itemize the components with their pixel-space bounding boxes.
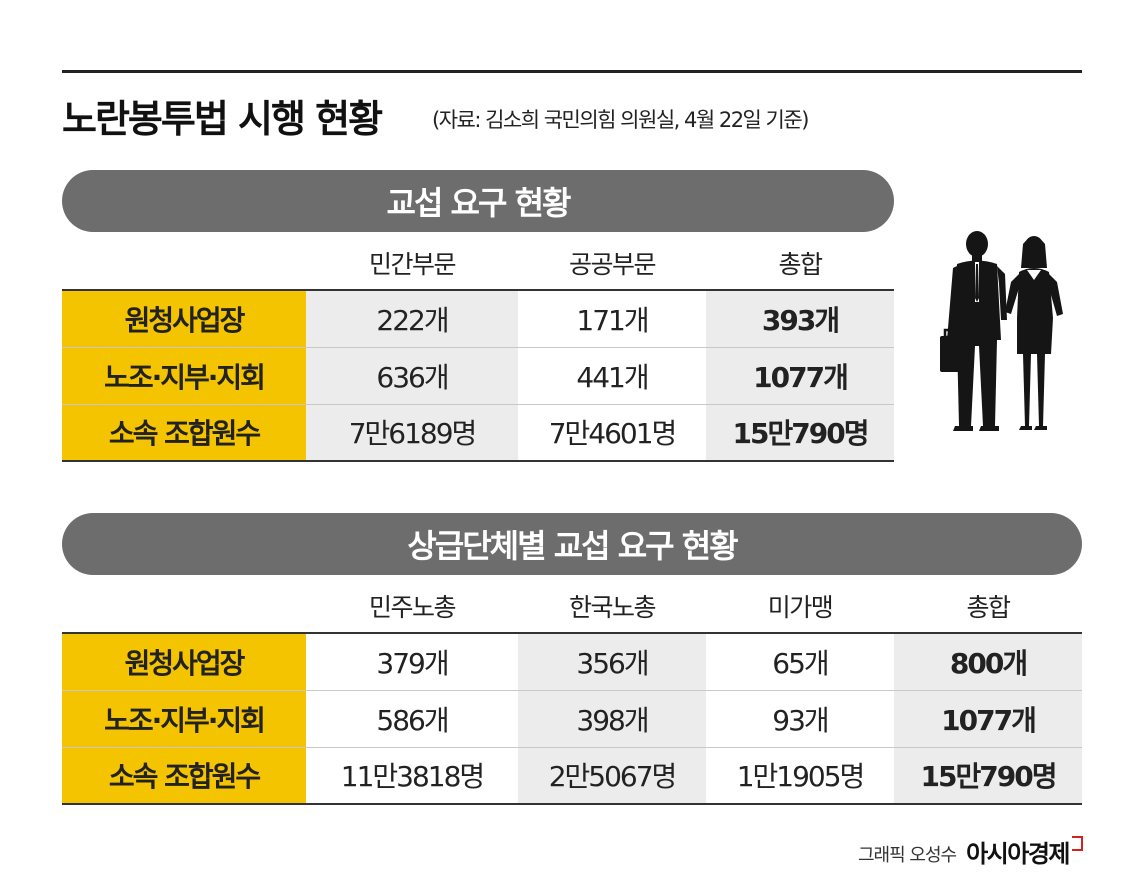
credit: 그래픽 오성수 아시아경제: [858, 834, 1083, 869]
table2-col-header: 총합: [966, 592, 1011, 622]
table-cell: 2만5067명: [518, 747, 706, 805]
table1-corner: [62, 236, 306, 290]
brand-logo: 아시아경제: [966, 840, 1070, 868]
page-title: 노란봉투법 시행 현황: [62, 97, 383, 141]
table-cell: 7만4601명: [518, 404, 706, 462]
table-cell: 379개: [306, 632, 518, 691]
total-cell: 800개: [894, 632, 1082, 691]
table-negotiation-requests: 민간부문 공공부문 총합 원청사업장 222개 171개 393개 노조·지부·…: [62, 236, 894, 462]
total-cell: 15만790명: [706, 404, 894, 462]
table-cell: 636개: [306, 347, 518, 405]
table-cell: 171개: [518, 289, 706, 348]
table2-header-row: 민주노총 한국노총 미가맹 총합: [62, 579, 1082, 633]
table1-header-row: 민간부문 공공부문 총합: [62, 236, 894, 290]
table-cell: 65개: [706, 632, 894, 691]
table-row: 원청사업장 222개 171개 393개: [62, 289, 894, 348]
top-rule: [62, 70, 1082, 73]
row-label: 원청사업장: [62, 289, 306, 348]
total-cell: 393개: [706, 289, 894, 348]
table-cell: 1만1905명: [706, 747, 894, 805]
table-cell: 7만6189명: [306, 404, 518, 462]
table-requests-by-federation: 민주노총 한국노총 미가맹 총합 원청사업장 379개 356개 65개 800…: [62, 579, 1082, 805]
table-row: 노조·지부·지회 586개 398개 93개 1077개: [62, 690, 1082, 748]
table1-col-header: 총합: [778, 249, 823, 279]
table-cell: 11만3818명: [306, 747, 518, 805]
total-cell: 1077개: [894, 690, 1082, 748]
row-label: 원청사업장: [62, 632, 306, 691]
table-cell: 222개: [306, 289, 518, 348]
row-label: 노조·지부·지회: [62, 347, 306, 405]
total-cell: 15만790명: [894, 747, 1082, 805]
table-cell: 586개: [306, 690, 518, 748]
graphic-credit: 그래픽 오성수: [858, 845, 957, 866]
table1-col-header: 민간부문: [368, 249, 457, 279]
table2-col-header: 민주노총: [368, 592, 457, 622]
table1-title: 교섭 요구 현황: [62, 170, 894, 232]
table-row: 소속 조합원수 11만3818명 2만5067명 1만1905명 15만790명: [62, 747, 1082, 805]
table2-corner: [62, 579, 306, 633]
table2-col-header: 한국노총: [568, 592, 657, 622]
brand-mark-icon: [1072, 836, 1083, 851]
total-cell: 1077개: [706, 347, 894, 405]
row-label: 소속 조합원수: [62, 747, 306, 805]
table-cell: 356개: [518, 632, 706, 691]
table-cell: 441개: [518, 347, 706, 405]
row-label: 소속 조합원수: [62, 404, 306, 462]
row-label: 노조·지부·지회: [62, 690, 306, 748]
table2-col-header: 미가맹: [767, 592, 834, 622]
table-row: 소속 조합원수 7만6189명 7만4601명 15만790명: [62, 404, 894, 462]
table-row: 노조·지부·지회 636개 441개 1077개: [62, 347, 894, 405]
table-cell: 398개: [518, 690, 706, 748]
table1-col-header: 공공부문: [568, 249, 657, 279]
table-row: 원청사업장 379개 356개 65개 800개: [62, 632, 1082, 691]
source-note: (자료: 김소희 국민의힘 의원실, 4월 22일 기준): [432, 108, 809, 132]
table-cell: 93개: [706, 690, 894, 748]
table2-title: 상급단체별 교섭 요구 현황: [62, 513, 1082, 575]
business-people-silhouette-icon: [940, 231, 1063, 431]
